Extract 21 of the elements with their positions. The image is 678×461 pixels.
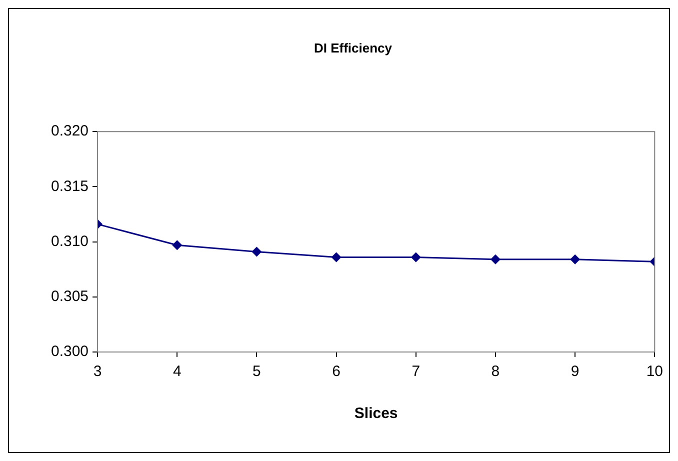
x-tick-label: 5 [252, 363, 261, 380]
point [570, 254, 580, 264]
x-tick-label: 7 [412, 363, 420, 380]
point [490, 254, 500, 264]
y-tick-label: 0.305 [50, 288, 89, 306]
x-axis-title: Slices [354, 405, 398, 422]
point [410, 252, 421, 262]
y-tick-label: 0.300 [50, 343, 89, 360]
point [331, 252, 342, 262]
y-tick-label: 0.315 [50, 178, 89, 195]
x-tick-label: 8 [491, 363, 500, 380]
chart-title: DI Efficiency [314, 40, 393, 56]
x-tick-label: 9 [570, 363, 580, 380]
x-tick-label: 6 [332, 363, 340, 380]
x-tick-label: 10 [646, 363, 663, 380]
point [252, 246, 262, 257]
x-tick-label: 4 [172, 363, 182, 380]
y-tick-label: 0.310 [50, 232, 89, 250]
x-tick-label: 3 [93, 363, 102, 380]
y-tick-label: 0.320 [50, 122, 89, 140]
point [172, 240, 182, 250]
